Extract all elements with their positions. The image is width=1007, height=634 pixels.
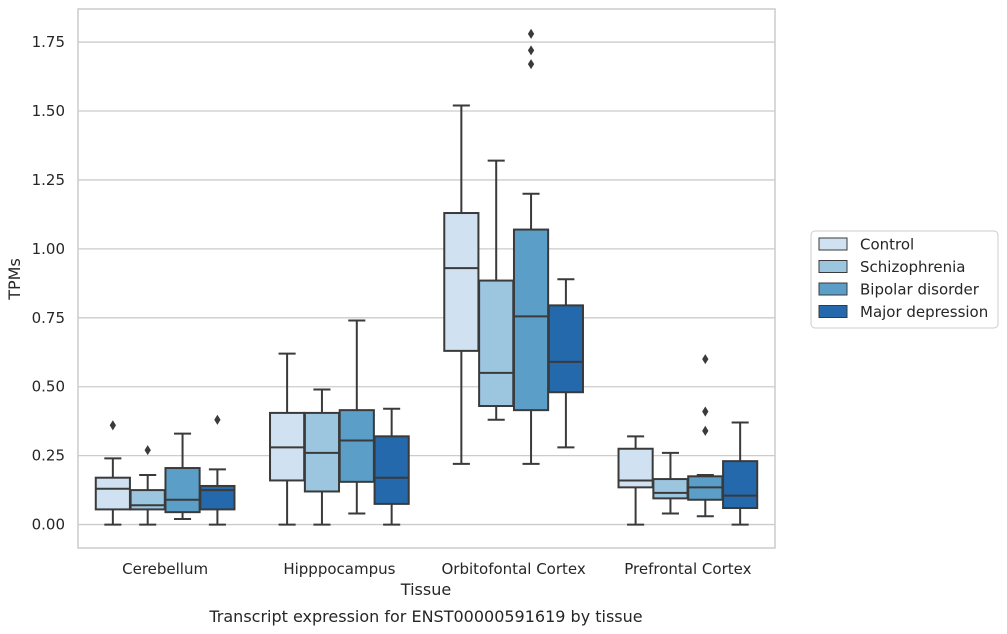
plot-area bbox=[78, 9, 775, 548]
y-tick-label: 1.25 bbox=[32, 171, 65, 189]
box bbox=[199, 484, 236, 511]
box-0-1 bbox=[269, 352, 306, 526]
legend-swatch bbox=[818, 237, 848, 251]
y-tick-label: 1.00 bbox=[32, 240, 65, 258]
box-2-2 bbox=[512, 28, 550, 465]
x-tick-label: Orbitofontal Cortex bbox=[442, 560, 586, 578]
box bbox=[129, 489, 166, 511]
box bbox=[443, 212, 480, 352]
box-0-3 bbox=[617, 435, 654, 526]
outlier-marker bbox=[527, 59, 535, 70]
box bbox=[338, 409, 375, 483]
legend-frame bbox=[810, 230, 999, 329]
x-tick-label: Cerebellum bbox=[122, 560, 208, 578]
legend-label: Major depression bbox=[860, 303, 988, 321]
y-tick-labels: 0.00 0.25 0.50 0.75 1.00 1.25 1.50 1.75 bbox=[32, 33, 65, 533]
outlier-marker bbox=[702, 354, 709, 365]
box-3-3 bbox=[722, 421, 759, 526]
box-1-2 bbox=[478, 159, 515, 421]
plot-frame bbox=[77, 8, 776, 549]
outlier-marker bbox=[527, 28, 535, 39]
box-3-1 bbox=[373, 407, 410, 526]
legend-swatch bbox=[818, 260, 848, 273]
box bbox=[478, 279, 515, 408]
box bbox=[373, 435, 410, 505]
box-2-3 bbox=[687, 354, 724, 518]
y-tick-label: 1.75 bbox=[32, 33, 65, 51]
legend-label: Control bbox=[860, 236, 914, 254]
y-axis-title: TPMs bbox=[5, 258, 24, 301]
x-tick-label: Prefrontal Cortex bbox=[624, 560, 751, 578]
legend-swatch bbox=[818, 305, 848, 318]
box bbox=[547, 304, 584, 394]
y-tick-label: 0.00 bbox=[32, 516, 65, 534]
box-2-0 bbox=[164, 432, 201, 521]
outlier-marker bbox=[702, 425, 709, 436]
box-1-0 bbox=[129, 445, 166, 526]
box-1-3 bbox=[652, 451, 689, 515]
outlier-marker bbox=[527, 45, 535, 56]
box-groups bbox=[94, 28, 759, 526]
y-tick-label: 0.25 bbox=[32, 447, 65, 465]
outlier-marker bbox=[214, 414, 221, 425]
box bbox=[652, 478, 689, 500]
legend-swatch bbox=[818, 282, 848, 296]
outlier-marker bbox=[702, 406, 709, 417]
legend-label: Bipolar disorder bbox=[860, 281, 980, 299]
y-tick-label: 0.75 bbox=[32, 309, 65, 327]
legend-label: Schizophrenia bbox=[860, 258, 965, 276]
x-tick-label: Hipppocampus bbox=[283, 560, 395, 578]
legend: Control Schizophrenia Bipolar disorder Majo… bbox=[810, 230, 999, 329]
outlier-marker bbox=[109, 420, 116, 431]
x-axis-title: Tissue bbox=[400, 580, 451, 599]
box bbox=[94, 476, 131, 511]
box-0-0 bbox=[94, 420, 131, 526]
x-tick-labels: Cerebellum Hipppocampus Orbitofontal Corte… bbox=[122, 560, 751, 578]
chart-caption: Transcript expression for ENST0000059161… bbox=[208, 607, 642, 626]
box-3-0 bbox=[199, 414, 236, 526]
box bbox=[512, 228, 550, 412]
outlier-marker bbox=[144, 445, 151, 456]
box bbox=[164, 467, 201, 514]
box-3-2 bbox=[547, 278, 584, 449]
y-tick-label: 1.50 bbox=[32, 102, 65, 120]
grid-lines bbox=[78, 41, 775, 526]
box-2-1 bbox=[338, 319, 375, 515]
box-0-2 bbox=[443, 104, 480, 465]
box bbox=[617, 447, 654, 489]
y-tick-label: 0.50 bbox=[32, 378, 65, 396]
box bbox=[722, 460, 759, 510]
